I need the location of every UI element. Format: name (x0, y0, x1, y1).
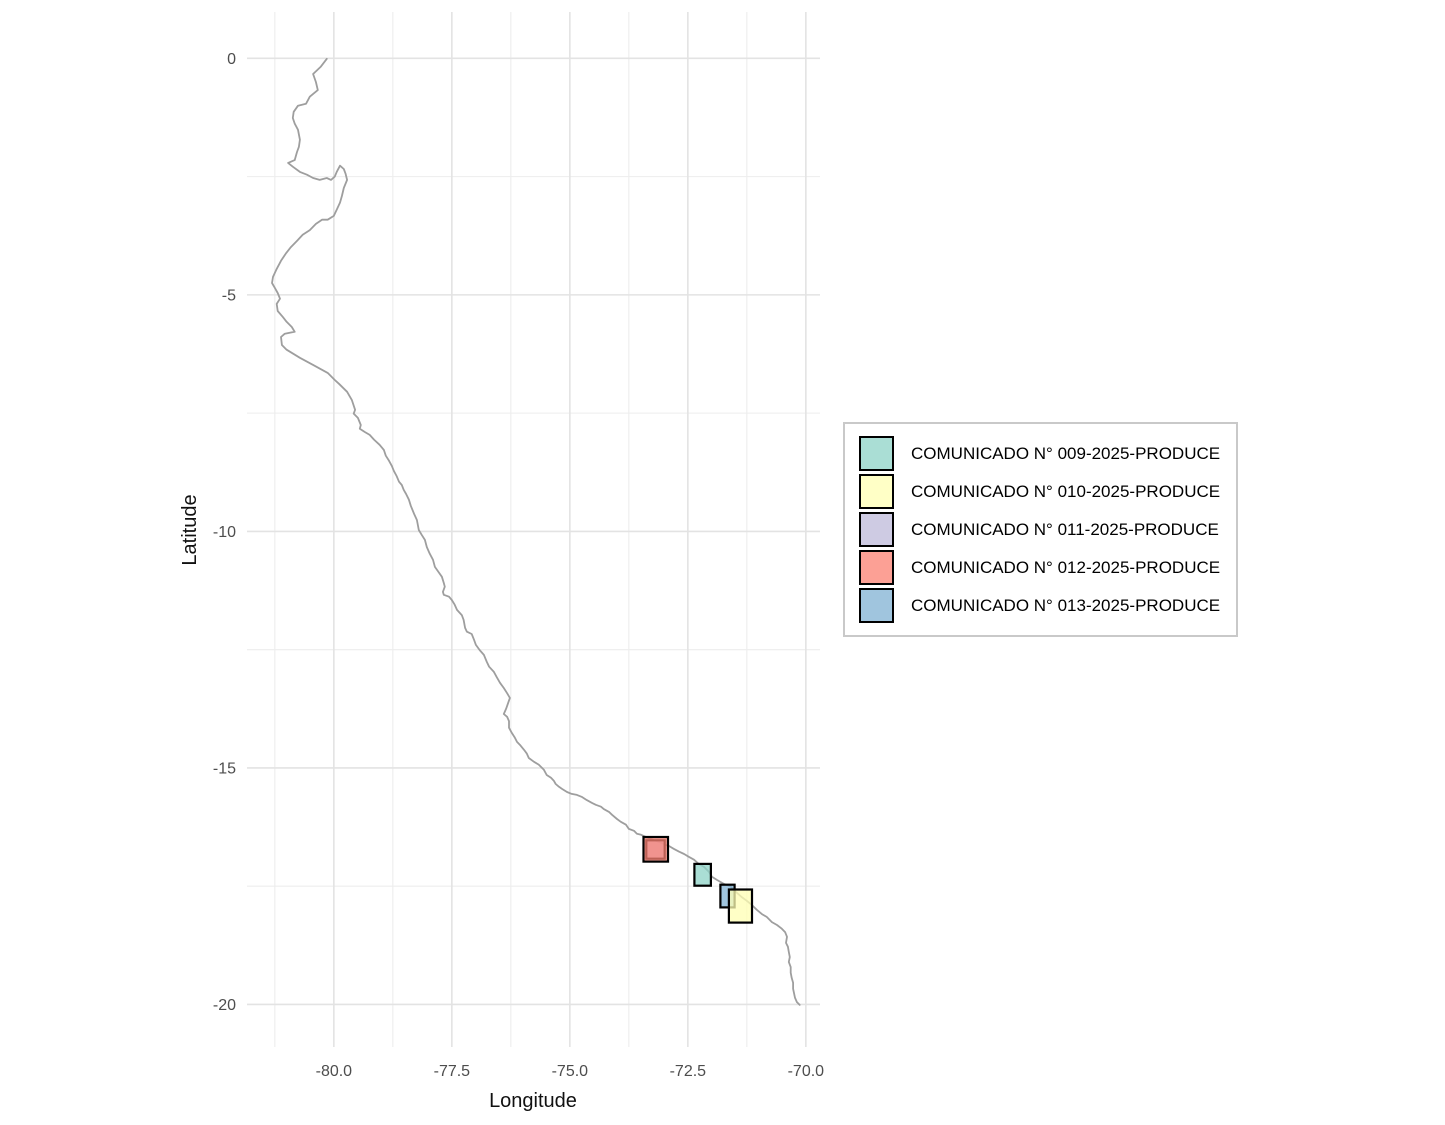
closure-zone-010 (727, 888, 754, 924)
x-tick-label: -80.0 (316, 1063, 353, 1080)
legend-key-swatch-013 (859, 588, 894, 623)
y-axis-title: Latitude (179, 494, 201, 565)
y-tick-label: -20 (213, 997, 236, 1014)
legend-item-010: COMUNICADO N° 010-2025-PRODUCE (859, 474, 1220, 509)
x-tick-label: -75.0 (552, 1063, 589, 1080)
legend-label-012: COMUNICADO N° 012-2025-PRODUCE (911, 557, 1221, 577)
peru-coastline (271, 57, 801, 1006)
legend-label-013: COMUNICADO N° 013-2025-PRODUCE (911, 595, 1221, 615)
y-tick-label: -5 (222, 287, 236, 304)
legend-key-swatch-010 (859, 474, 894, 509)
y-tick-label: -15 (213, 760, 236, 777)
y-tick-label: -10 (213, 524, 236, 541)
legend-label-009: COMUNICADO N° 009-2025-PRODUCE (911, 443, 1221, 463)
closure-zone-009 (693, 862, 713, 887)
x-axis-title: Longitude (489, 1090, 577, 1112)
legend: COMUNICADO N° 009-2025-PRODUCE COMUNICADO… (843, 422, 1239, 637)
closure-zone-012 (642, 835, 670, 863)
legend-label-011: COMUNICADO N° 011-2025-PRODUCE (911, 519, 1219, 539)
x-axis-tick-labels: -80.0 -77.5 -75.0 -72.5 -70.0 (316, 1063, 825, 1080)
legend-key-swatch-011 (859, 512, 894, 547)
legend-key-swatch-012 (859, 550, 894, 585)
x-tick-label: -77.5 (434, 1063, 471, 1080)
legend-key-swatch-009 (859, 436, 894, 471)
grid-layer (247, 12, 820, 1047)
legend-item-011: COMUNICADO N° 011-2025-PRODUCE (859, 512, 1220, 547)
legend-item-009: COMUNICADO N° 009-2025-PRODUCE (859, 436, 1220, 471)
y-tick-label: 0 (227, 51, 236, 68)
x-tick-label: -70.0 (788, 1063, 825, 1080)
legend-item-013: COMUNICADO N° 013-2025-PRODUCE (859, 588, 1220, 623)
legend-item-012: COMUNICADO N° 012-2025-PRODUCE (859, 550, 1220, 585)
legend-label-010: COMUNICADO N° 010-2025-PRODUCE (911, 481, 1221, 501)
closure-zones-layer (642, 835, 754, 924)
x-tick-label: -72.5 (670, 1063, 707, 1080)
y-axis-tick-labels: 0 -5 -10 -15 -20 (213, 51, 236, 1014)
